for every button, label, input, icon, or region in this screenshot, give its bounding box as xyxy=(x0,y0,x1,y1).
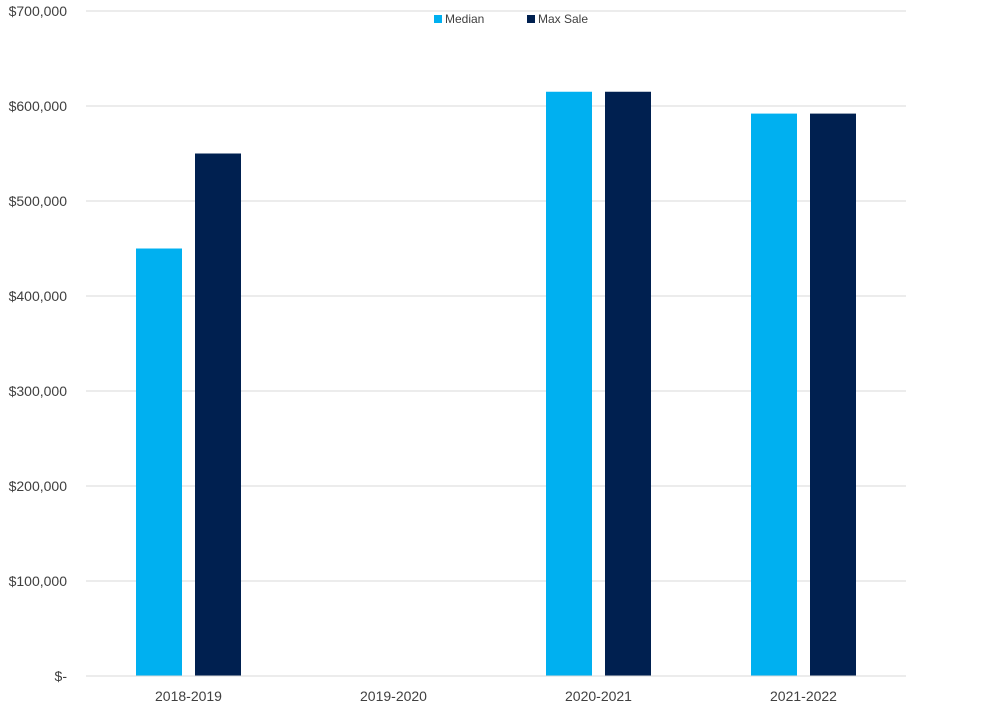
x-tick-label: 2020-2021 xyxy=(565,688,632,704)
bar-max-sale xyxy=(810,113,856,677)
bar-median xyxy=(136,248,182,676)
legend-swatch xyxy=(434,15,442,23)
y-axis-tick-labels: $- $100,000 $200,000 $300,000 $400,000 $500,0… xyxy=(9,3,68,684)
bar-median xyxy=(546,91,592,676)
bar-max-sale xyxy=(195,153,241,676)
x-tick-label: 2021-2022 xyxy=(770,688,837,704)
bar-median xyxy=(751,113,797,677)
bar-max-sale xyxy=(605,91,651,676)
y-tick-label: $500,000 xyxy=(9,193,68,209)
bars xyxy=(136,91,856,677)
legend-label: Median xyxy=(445,12,484,26)
y-tick-label: $400,000 xyxy=(9,288,68,304)
y-tick-label: $100,000 xyxy=(9,573,68,589)
y-tick-label: $200,000 xyxy=(9,478,68,494)
x-axis-tick-labels: 2018-2019 2019-2020 2020-2021 2021-2022 xyxy=(155,688,837,704)
legend: Median Max Sale xyxy=(434,12,588,26)
y-tick-label: $600,000 xyxy=(9,98,68,114)
x-tick-label: 2019-2020 xyxy=(360,688,427,704)
y-tick-label: $- xyxy=(55,668,68,684)
y-tick-label: $700,000 xyxy=(9,3,68,19)
y-tick-label: $300,000 xyxy=(9,383,68,399)
legend-label: Max Sale xyxy=(538,12,588,26)
legend-swatch xyxy=(527,15,535,23)
x-tick-label: 2018-2019 xyxy=(155,688,222,704)
